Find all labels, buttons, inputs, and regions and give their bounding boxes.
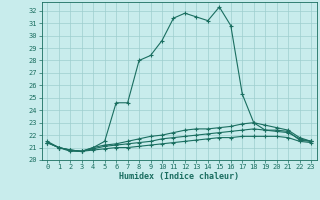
X-axis label: Humidex (Indice chaleur): Humidex (Indice chaleur) (119, 172, 239, 181)
